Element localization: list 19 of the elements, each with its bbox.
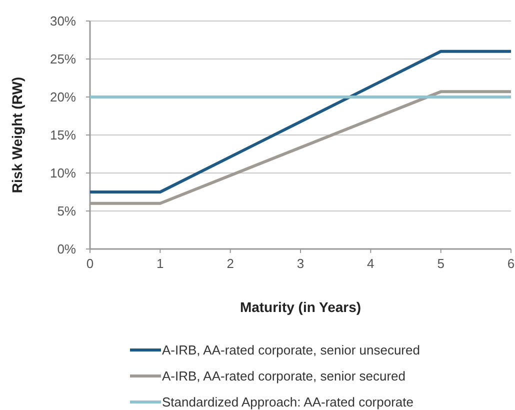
legend-label: A-IRB, AA-rated corporate, senior secured: [162, 368, 406, 384]
x-tick-label: 0: [86, 256, 94, 271]
x-axis-title: Maturity (in Years): [240, 299, 362, 315]
y-tick-label: 30%: [50, 14, 76, 29]
x-tick-label: 4: [367, 256, 374, 271]
y-tick-label: 10%: [50, 166, 76, 181]
x-tick-label: 2: [226, 256, 234, 271]
x-tick-label: 6: [507, 256, 515, 271]
y-tick-label: 15%: [50, 128, 76, 143]
y-axis-title: Risk Weight (RW): [9, 76, 25, 194]
y-tick-label: 25%: [50, 52, 76, 67]
legend-label: Standardized Approach: AA-rated corporate: [162, 394, 414, 410]
x-tick-label: 5: [437, 256, 444, 271]
x-tick-label: 1: [156, 256, 164, 271]
y-tick-label: 5%: [57, 204, 76, 219]
y-tick-label: 0%: [57, 242, 76, 257]
legend-label: A-IRB, AA-rated corporate, senior unsecured: [162, 342, 420, 358]
x-tick-label: 3: [296, 256, 304, 271]
y-tick-label: 20%: [50, 90, 76, 105]
